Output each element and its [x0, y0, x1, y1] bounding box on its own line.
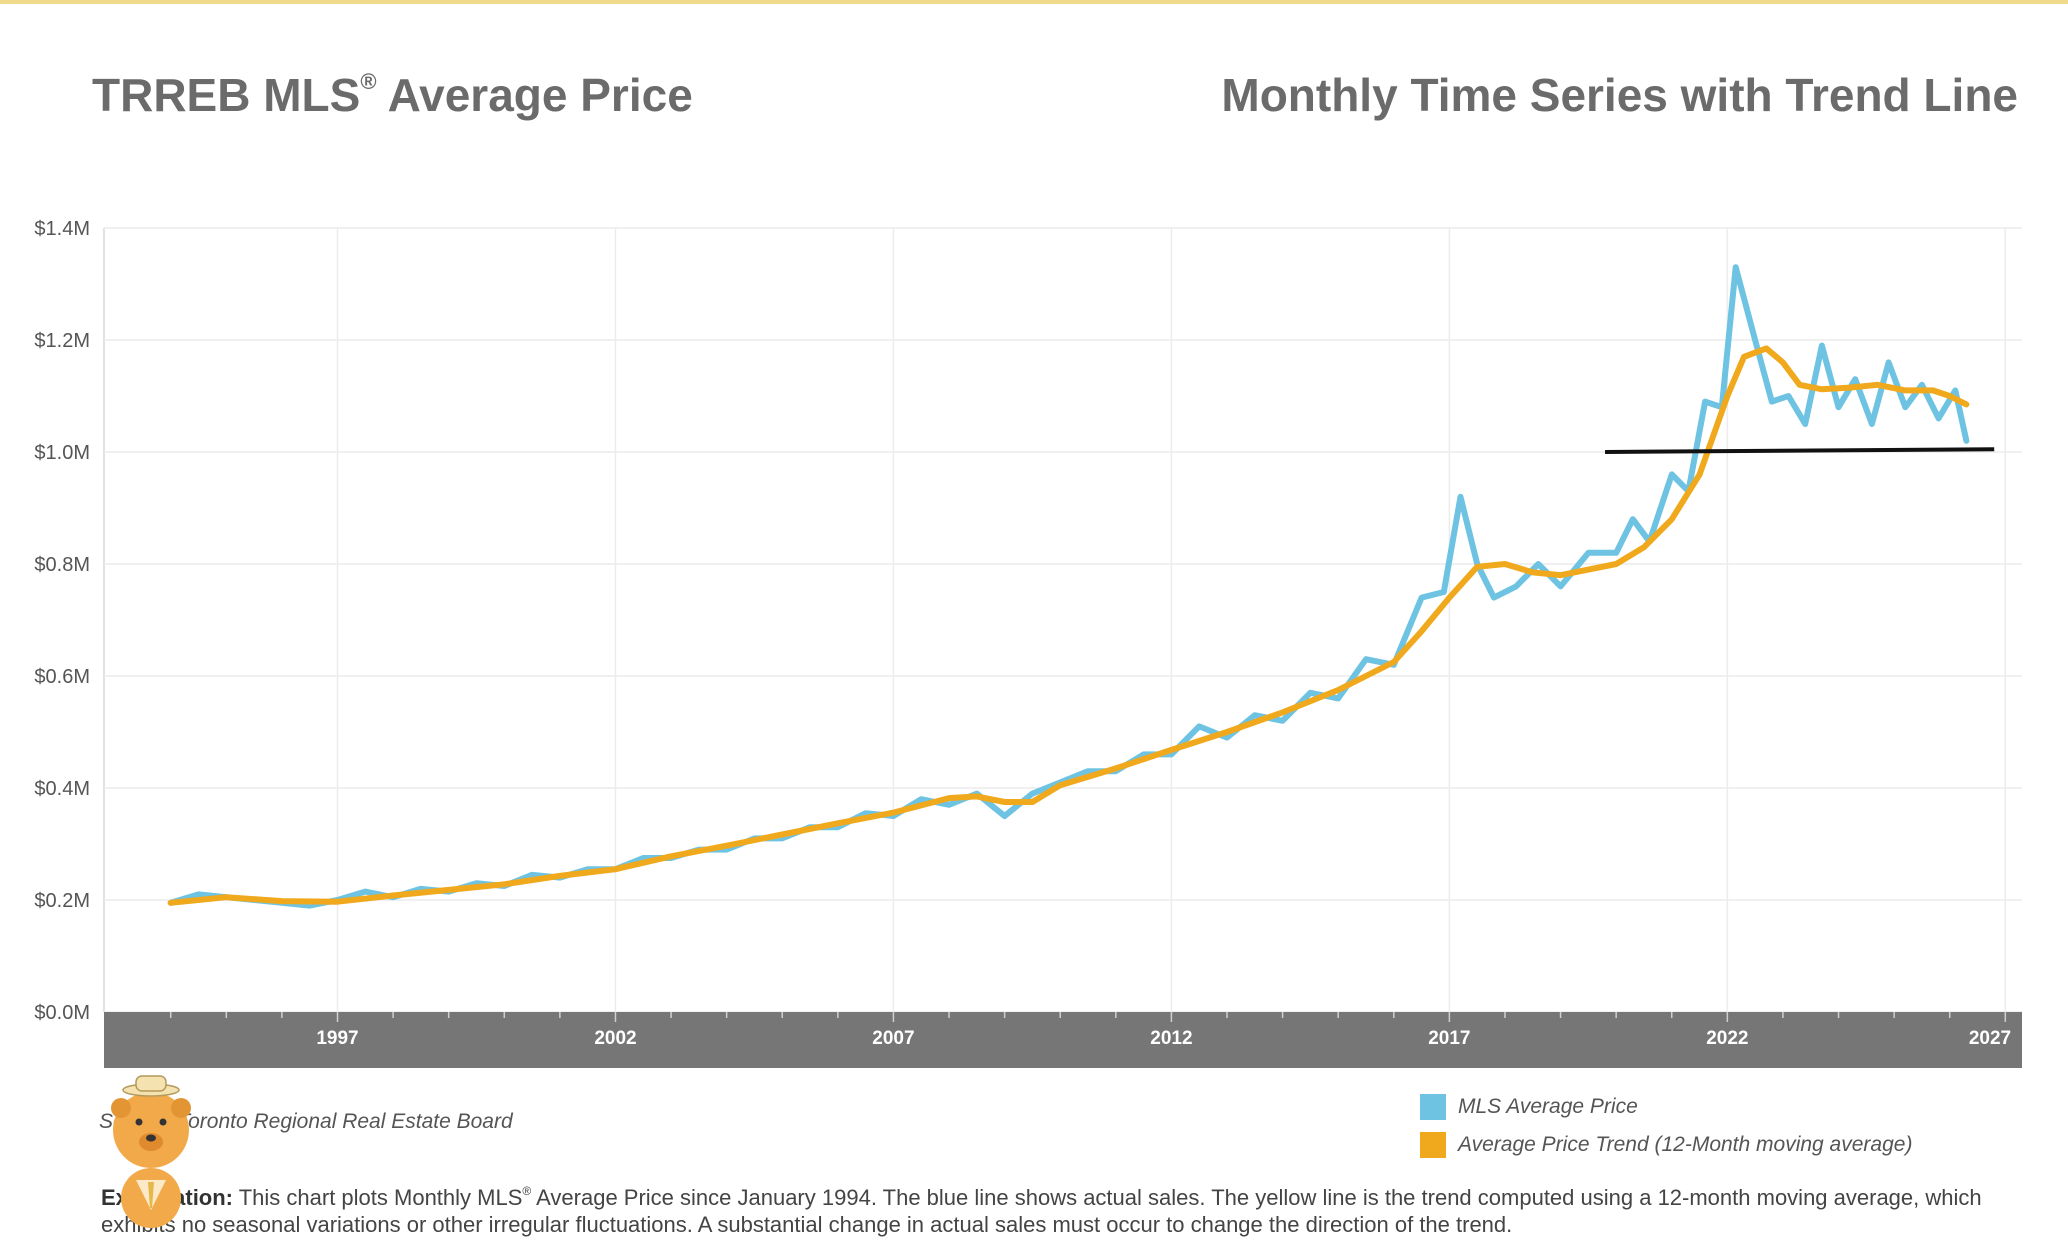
title-text-rest: Average Price [376, 69, 693, 121]
legend-label: MLS Average Price [1458, 1095, 1638, 1118]
x-tick-label: 2027 [1969, 1028, 2011, 1049]
legend-swatch-blue [1420, 1094, 1446, 1120]
explanation-text: This chart plots Monthly MLS [233, 1185, 523, 1210]
y-tick-label: $1.2M [34, 330, 90, 352]
x-tick-label: 2017 [1428, 1028, 1470, 1049]
y-tick-label: $1.0M [34, 442, 90, 464]
registered-mark: ® [522, 1184, 532, 1198]
y-tick-label: $0.8M [34, 554, 90, 576]
x-tick-label: 2007 [872, 1028, 914, 1049]
explanation-note: Explanation: This chart plots Monthly ML… [101, 1178, 2031, 1238]
chart-title: TRREB MLS® Average Price [92, 68, 693, 122]
legend: MLS Average Price Average Price Trend (1… [1420, 1088, 1912, 1164]
explanation-text-rest: Average Price since January 1994. The bl… [101, 1185, 1982, 1237]
legend-label: Average Price Trend (12-Month moving ave… [1458, 1133, 1913, 1156]
x-tick-label: 2002 [594, 1028, 636, 1049]
legend-swatch-yellow [1420, 1132, 1446, 1158]
trend-line [167, 345, 1970, 906]
chart-subtitle: Monthly Time Series with Trend Line [1221, 69, 2018, 121]
title-text: TRREB MLS [92, 69, 361, 121]
top-accent-bar [0, 0, 2068, 4]
reference-line [1605, 447, 1995, 454]
mls-average-price-line [167, 264, 1970, 909]
bear-mascot-icon [111, 1075, 191, 1228]
y-tick-label: $0.4M [34, 778, 90, 800]
x-axis-band [104, 1012, 2022, 1068]
legend-item-mls-price: MLS Average Price [1420, 1088, 1912, 1126]
y-tick-label: $0.6M [34, 666, 90, 688]
source-note: Source: Toronto Regional Real Estate Boa… [99, 1110, 513, 1133]
x-tick-label: 1997 [316, 1028, 358, 1049]
registered-mark: ® [360, 69, 377, 94]
y-tick-label: $0.0M [34, 1002, 90, 1024]
y-tick-label: $1.4M [34, 218, 90, 240]
x-tick-label: 2012 [1150, 1028, 1192, 1049]
x-tick-label: 2022 [1706, 1028, 1748, 1049]
legend-item-trend: Average Price Trend (12-Month moving ave… [1420, 1126, 1912, 1164]
y-tick-label: $0.2M [34, 890, 90, 912]
